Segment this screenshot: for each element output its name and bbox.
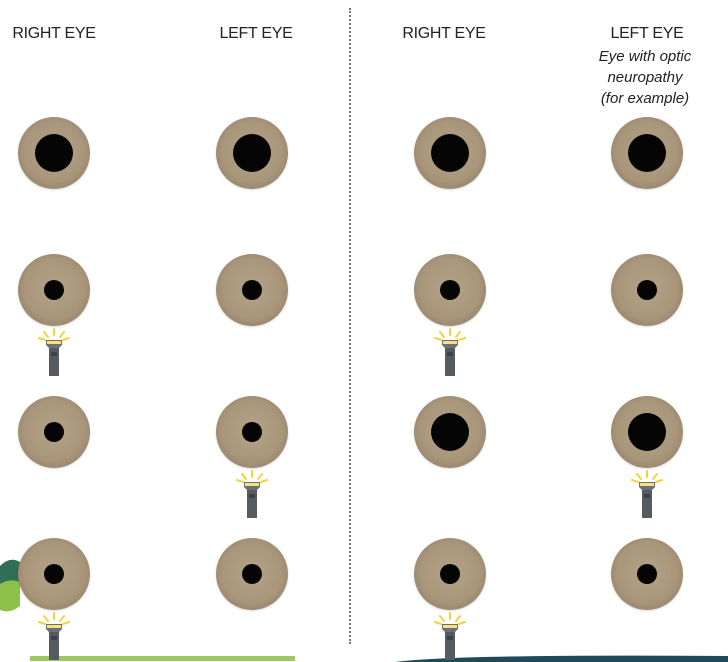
eye-row3-lp-left <box>216 396 288 468</box>
eye-row3-rp-right <box>414 396 486 468</box>
panel-divider <box>349 8 351 644</box>
neuropathy-note-line2: neuropathy <box>607 69 683 86</box>
eye-row4-rp-left <box>611 538 683 610</box>
eye-row2-lp-right <box>18 254 90 326</box>
pupil <box>431 134 469 172</box>
pupil <box>233 134 271 172</box>
penlight-icon <box>631 470 663 518</box>
pupil <box>44 564 64 584</box>
eye-row1-lp-right <box>18 117 90 189</box>
eye-row3-rp-left <box>611 396 683 468</box>
eye-row2-rp-right <box>414 254 486 326</box>
penlight-icon <box>434 612 466 660</box>
pupil <box>44 280 64 300</box>
pupil <box>44 422 64 442</box>
penlight-icon <box>236 470 268 518</box>
green-page-fragment-bottom <box>30 656 295 661</box>
eye-row4-lp-left <box>216 538 288 610</box>
eye-row4-lp-right <box>18 538 90 610</box>
pupil <box>637 564 657 584</box>
eye-row4-rp-right <box>414 538 486 610</box>
eye-row2-lp-left <box>216 254 288 326</box>
penlight-icon <box>38 612 70 660</box>
green-page-fragment <box>0 559 20 612</box>
pupil <box>440 564 460 584</box>
eye-row1-rp-right <box>414 117 486 189</box>
eye-row1-lp-left <box>216 117 288 189</box>
pupil <box>628 413 666 451</box>
header-right-eye-right-panel: RIGHT EYE <box>402 25 486 42</box>
eye-row1-rp-left <box>611 117 683 189</box>
pupil <box>242 422 262 442</box>
dark-page-fragment-bottom <box>395 655 728 662</box>
eye-row2-rp-left <box>611 254 683 326</box>
header-right-eye-left-panel: RIGHT EYE <box>12 25 96 42</box>
pupil <box>431 413 469 451</box>
header-left-eye-right-panel: LEFT EYE <box>610 25 684 42</box>
header-left-eye-left-panel: LEFT EYE <box>219 25 293 42</box>
neuropathy-note-line3: (for example) <box>600 90 690 107</box>
penlight-icon <box>38 328 70 376</box>
neuropathy-note-line1: Eye with optic <box>598 48 692 65</box>
pupil <box>440 280 460 300</box>
pupil <box>242 280 262 300</box>
pupil <box>242 564 262 584</box>
pupil <box>35 134 73 172</box>
pupil <box>637 280 657 300</box>
penlight-icon <box>434 328 466 376</box>
pupil <box>628 134 666 172</box>
eye-row3-lp-right <box>18 396 90 468</box>
